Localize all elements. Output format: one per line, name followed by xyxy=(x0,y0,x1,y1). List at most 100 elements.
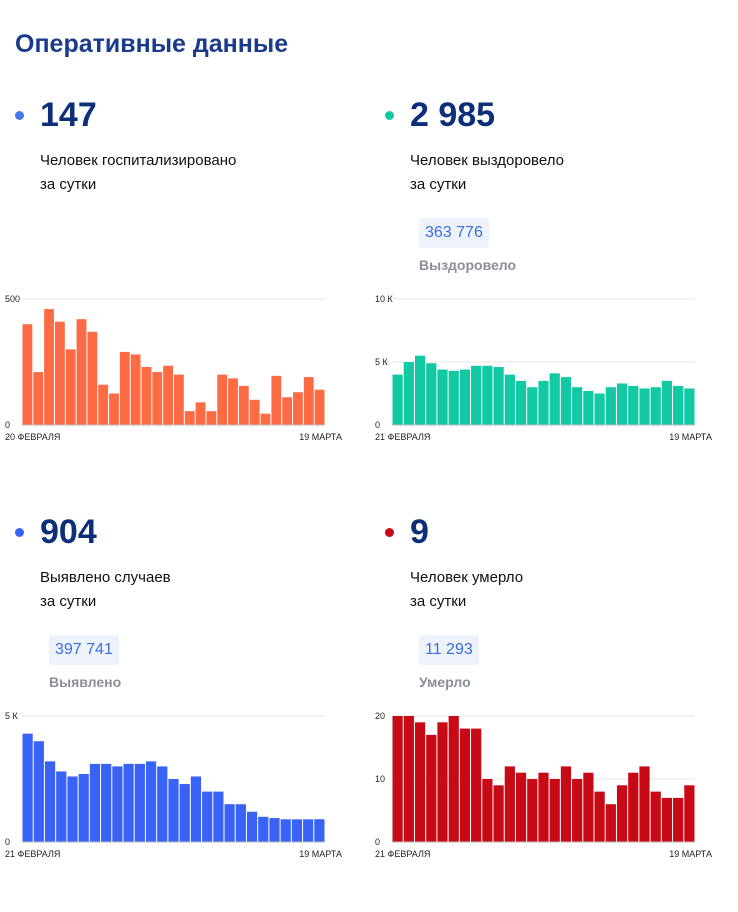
bar xyxy=(119,351,130,425)
caption-line-1: Человек умерло xyxy=(410,569,524,586)
bar xyxy=(426,363,437,425)
bar-chart-cases: 0 5 К 21 ФЕВРАЛЯ 19 МАРТА xyxy=(5,711,342,859)
bar xyxy=(616,383,628,425)
series-dot xyxy=(15,111,24,120)
caption-line-2: за сутки xyxy=(410,176,467,193)
bar xyxy=(228,378,238,425)
bar xyxy=(538,772,549,842)
bar xyxy=(98,384,109,425)
bar xyxy=(549,779,560,842)
y-tick-label: 500 xyxy=(5,294,20,304)
bar xyxy=(549,373,560,425)
bar xyxy=(437,722,448,842)
bar xyxy=(448,370,459,425)
bar xyxy=(403,362,414,425)
bar xyxy=(314,819,325,842)
x-tick-label-end: 19 МАРТА xyxy=(299,849,342,859)
bar xyxy=(504,374,515,425)
bar xyxy=(44,761,56,842)
bar xyxy=(134,763,145,842)
bar xyxy=(673,797,684,842)
bar xyxy=(44,309,54,425)
bar xyxy=(271,375,282,425)
bar xyxy=(616,785,628,842)
x-tick-label-end: 19 МАРТА xyxy=(669,849,712,859)
bar xyxy=(493,367,504,425)
caption-line-2: за сутки xyxy=(410,593,467,610)
bar xyxy=(504,766,515,842)
total-label: Выздоровело xyxy=(419,257,517,273)
caption: Выявлено случаев за сутки xyxy=(40,566,300,614)
bar xyxy=(112,766,123,842)
bar xyxy=(101,763,112,842)
bar xyxy=(293,392,303,425)
bar xyxy=(179,784,190,842)
bar xyxy=(392,374,403,425)
bar xyxy=(78,773,89,842)
bar xyxy=(515,772,527,842)
total-value: 397 741 xyxy=(49,635,119,665)
series-dot xyxy=(385,528,394,537)
bar xyxy=(314,389,325,425)
bar xyxy=(303,819,314,842)
daily-value: 904 xyxy=(40,513,97,551)
series-dot xyxy=(15,528,24,537)
bar xyxy=(22,324,33,425)
y-tick-label: 10 xyxy=(375,774,385,784)
bar xyxy=(190,776,202,842)
bar xyxy=(527,387,538,425)
bar xyxy=(437,369,448,425)
bar xyxy=(459,728,471,842)
bar xyxy=(639,388,650,425)
caption: Человек госпитализировано за сутки xyxy=(40,149,300,197)
bar xyxy=(572,779,583,842)
daily-value: 2 985 xyxy=(410,96,496,134)
bar xyxy=(246,811,258,842)
caption-line-1: Человек госпитализировано xyxy=(40,152,237,169)
caption-line-1: Человек выздоровело xyxy=(410,152,564,169)
bar xyxy=(538,380,549,425)
bar xyxy=(291,819,303,842)
bar-chart-deaths: 0 10 20 21 ФЕВРАЛЯ 19 МАРТА xyxy=(375,711,712,859)
x-tick-label-start: 21 ФЕВРАЛЯ xyxy=(5,849,60,859)
bar xyxy=(572,387,583,425)
bar xyxy=(661,380,673,425)
page-title: Оперативные данные xyxy=(15,30,289,58)
series-dot xyxy=(385,111,394,120)
bar xyxy=(89,763,101,842)
bar xyxy=(493,785,504,842)
bar xyxy=(527,779,538,842)
bar xyxy=(515,380,527,425)
bar xyxy=(303,377,314,425)
x-tick-label-end: 19 МАРТА xyxy=(299,432,342,442)
bar xyxy=(482,779,493,842)
bar xyxy=(152,372,163,425)
bar xyxy=(282,397,293,425)
bar xyxy=(628,772,639,842)
stat-panel-recovered: 2 985 Человек выздоровело за сутки 363 7… xyxy=(375,95,725,495)
y-tick-label: 0 xyxy=(375,837,380,847)
bar xyxy=(184,411,195,425)
bar-chart-hospitalized: 0 500 20 ФЕВРАЛЯ 19 МАРТА xyxy=(5,294,342,442)
bar xyxy=(661,797,673,842)
bar xyxy=(174,374,184,425)
y-tick-label: 5 К xyxy=(375,357,389,367)
bar xyxy=(260,413,271,425)
stat-panel-deaths: 9 Человек умерло за сутки 11 293 Умерло … xyxy=(375,512,725,912)
bar xyxy=(217,374,228,425)
bar xyxy=(22,733,33,842)
bar xyxy=(258,816,269,842)
y-tick-label: 0 xyxy=(375,420,380,430)
bar xyxy=(163,365,173,425)
bar xyxy=(471,728,482,842)
y-tick-label: 5 К xyxy=(5,711,19,721)
bar xyxy=(482,365,493,425)
bar xyxy=(213,791,224,842)
bar xyxy=(392,716,403,842)
x-tick-label-end: 19 МАРТА xyxy=(669,432,712,442)
bar xyxy=(67,776,78,842)
bar xyxy=(145,761,157,842)
bar xyxy=(684,388,695,425)
bar xyxy=(33,741,44,842)
bar xyxy=(628,385,639,425)
